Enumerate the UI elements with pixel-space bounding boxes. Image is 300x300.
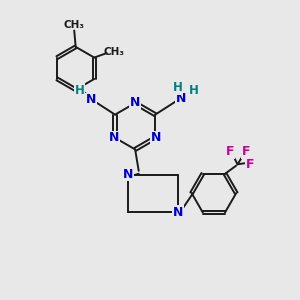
Text: N: N — [173, 206, 183, 219]
Text: N: N — [130, 96, 140, 109]
Text: F: F — [242, 145, 250, 158]
Text: F: F — [226, 145, 234, 158]
Text: F: F — [246, 158, 254, 171]
Text: H: H — [74, 84, 84, 97]
Text: H: H — [172, 81, 182, 94]
Text: N: N — [151, 131, 162, 144]
Text: CH₃: CH₃ — [104, 46, 125, 57]
Text: N: N — [86, 93, 97, 106]
Text: H: H — [189, 84, 199, 98]
Text: N: N — [109, 131, 119, 144]
Text: N: N — [176, 92, 187, 105]
Text: CH₃: CH₃ — [63, 20, 84, 30]
Text: N: N — [122, 168, 133, 181]
